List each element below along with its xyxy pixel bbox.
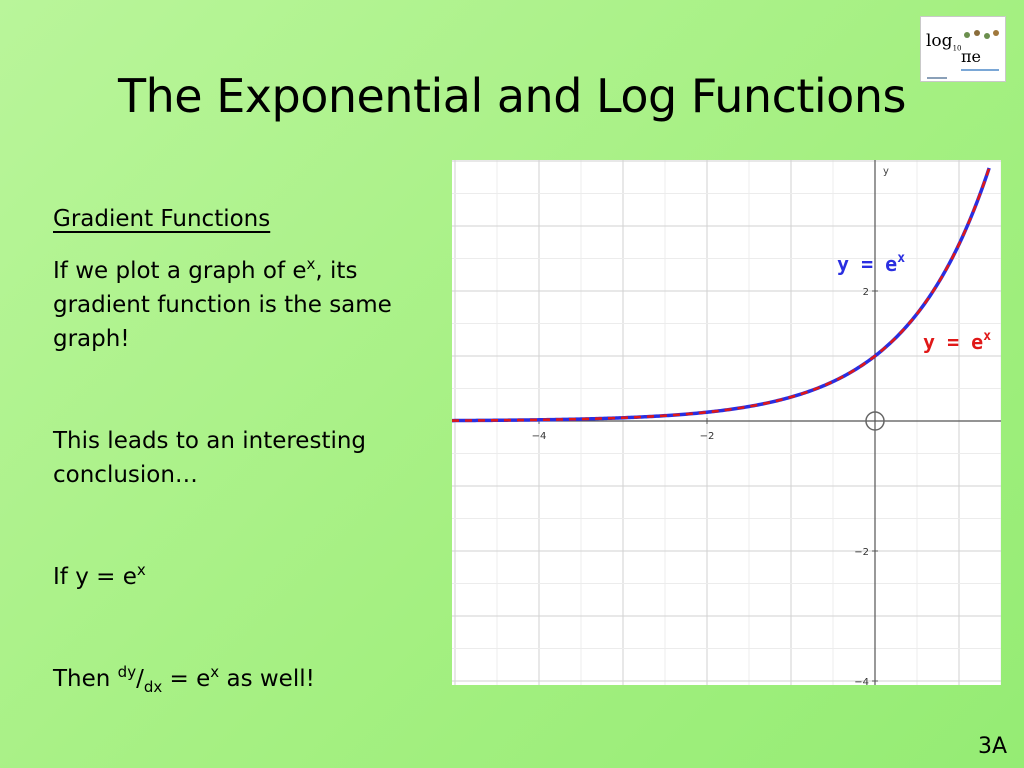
y-tick-label: −2 — [854, 547, 869, 558]
curve-label-red: y = ex — [923, 329, 991, 354]
logo-log-text: log10 — [926, 31, 962, 53]
origin-point-marker — [865, 411, 885, 431]
curve-label-blue: y = ex — [837, 251, 905, 276]
paragraph-conclusion: This leads to an interesting conclusion… — [53, 428, 367, 488]
curve-exp-red — [452, 167, 991, 422]
paragraph-derivative: Then dy/dx = ex as well! — [53, 663, 315, 696]
logo-bar-small — [927, 77, 947, 79]
graph-grid — [452, 160, 1001, 685]
graph-background — [452, 160, 1001, 685]
gradient-functions-heading: Gradient Functions — [53, 206, 271, 232]
logo-bar — [961, 69, 999, 71]
slide-title: The Exponential and Log Functions — [118, 69, 906, 123]
y-tick-label: −4 — [854, 677, 869, 685]
paragraph-if-y: If y = ex — [53, 561, 146, 591]
logo-decoration-icon — [964, 30, 999, 39]
x-tick-label: −4 — [532, 431, 547, 442]
y-tick-label: 2 — [863, 287, 869, 298]
page-number: 3A — [978, 734, 1008, 759]
log-pi-e-logo: log10 πe — [920, 16, 1006, 82]
y-axis-label: y — [883, 166, 889, 177]
exponential-graph: −4 −2 2 −2 −4 y y = ex y = ex — [452, 160, 1001, 685]
logo-pi-e-text: πe — [961, 47, 981, 66]
paragraph-plot-graph: If we plot a graph of ex, its gradient f… — [53, 255, 392, 353]
x-tick-label: −2 — [700, 431, 715, 442]
